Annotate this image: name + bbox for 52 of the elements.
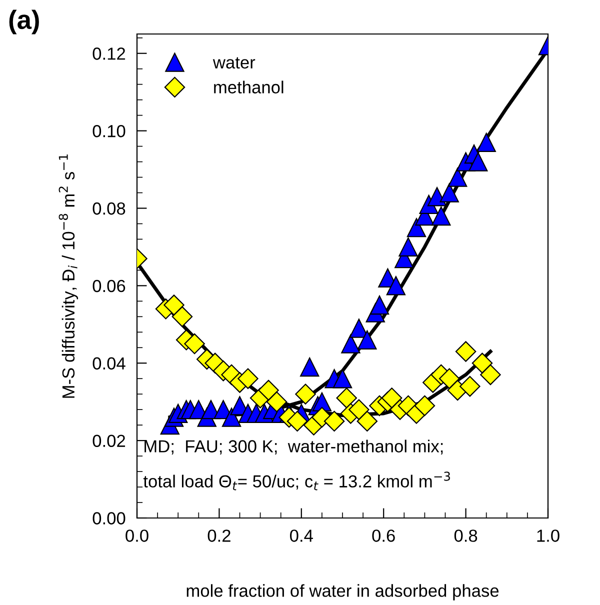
point [381,388,402,408]
x-tick-label: 0.8 [454,530,478,542]
point [480,364,501,386]
annotation: total load Θ$_{t}$= 50/uc; c$_{t}$ = 13.2 kmol m$^{−3}$ [143,472,450,490]
point [414,395,436,416]
point [370,295,390,315]
point [332,369,352,388]
point [386,276,406,296]
y-tick-label: 0.06 [92,280,126,292]
point [476,132,496,152]
point [460,376,480,397]
point [324,410,345,432]
point [184,333,205,354]
point [341,334,360,354]
point [164,294,184,316]
point [238,368,258,389]
point [258,380,279,401]
x-tick-label: 0.4 [290,530,313,542]
point [455,341,476,362]
point [356,410,378,432]
point [300,357,320,377]
x-tick-label: 0.6 [372,530,395,542]
point [432,206,451,226]
x-tick-label: 0.2 [208,530,230,542]
y-tick-label: 0.00 [92,512,126,524]
y-tick-label: 0.04 [92,357,126,370]
point [286,410,308,432]
point [440,183,459,202]
y-tick-label: 0.08 [92,202,126,215]
x-tick-label: 1.0 [537,530,560,542]
legend-label: methanol [214,80,284,94]
point [348,399,370,420]
point [266,391,288,412]
point [448,168,468,187]
y-tick-label: 0.12 [92,48,126,60]
x-tick-label: 0.0 [126,530,148,542]
y-axis-title: M-S diffusivity, Đ$_{i}$ / 10$^{−8}$ m$^{2}$ s$^{−1}$ [58,154,78,398]
point [358,330,377,350]
point [295,384,316,404]
point [172,306,193,328]
point [398,237,418,257]
annotation: MD; FAU; 300 K; water-methanol mix; [144,440,443,455]
point [438,368,460,389]
point [468,152,488,172]
point [472,352,493,374]
y-tick-label: 0.10 [92,124,126,138]
point [222,408,242,427]
y-tick-label: 0.02 [92,434,126,448]
point [336,388,357,408]
x-axis-title: mole fraction of water in adsorbed phase [186,584,499,600]
legend-label: water [212,57,256,69]
chart-title: (a) [9,10,39,34]
